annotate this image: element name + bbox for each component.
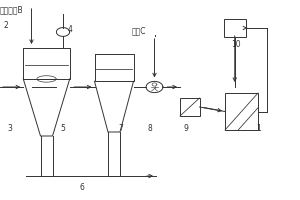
Text: 10: 10 <box>231 40 241 49</box>
Text: 組合藥劍B: 組合藥劍B <box>0 5 24 14</box>
Bar <box>224 19 246 37</box>
Text: 8: 8 <box>147 124 152 133</box>
Text: 9: 9 <box>183 124 188 133</box>
Bar <box>180 98 200 116</box>
Text: 藥劍C: 藥劍C <box>132 26 146 35</box>
Text: 6: 6 <box>80 183 84 192</box>
Text: 2: 2 <box>3 21 8 30</box>
Text: 4: 4 <box>68 25 72 34</box>
Text: 5: 5 <box>60 124 65 133</box>
Bar <box>225 93 258 130</box>
Text: 3: 3 <box>8 124 12 133</box>
Text: 7: 7 <box>118 124 123 133</box>
Text: 1: 1 <box>256 124 261 133</box>
